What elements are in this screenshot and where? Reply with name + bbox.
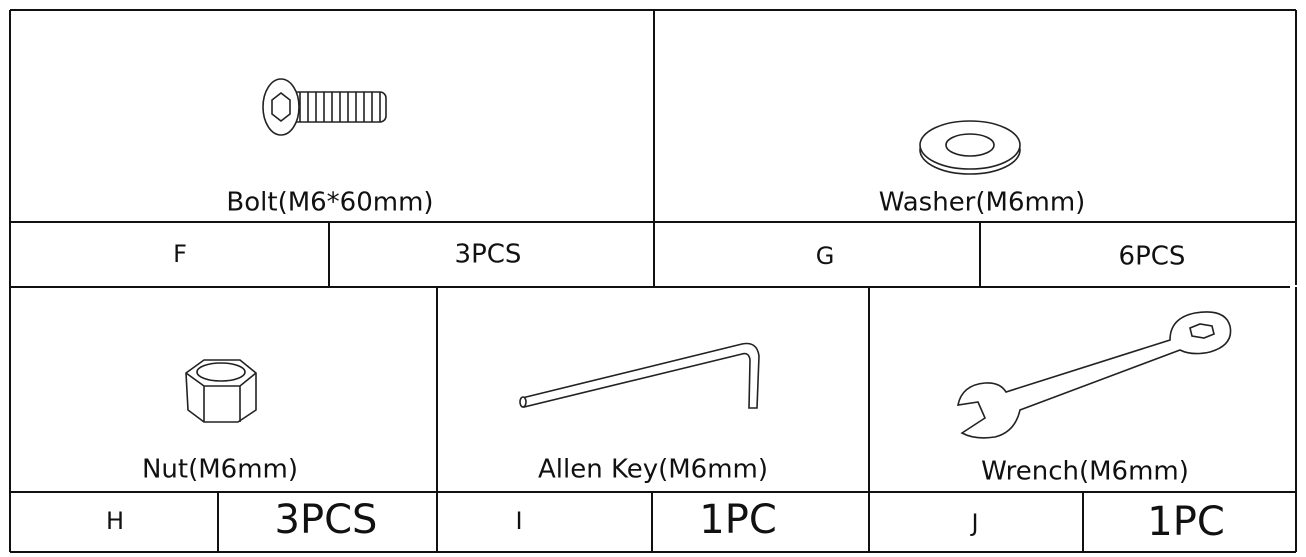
wrench-icon [956,311,1232,439]
part-code: H [106,507,124,535]
part-name: Bolt(M6*60mm) [226,188,433,218]
part-code: G [816,242,835,270]
washer-icon [919,120,1021,175]
part-quantity: 1PC [699,497,777,543]
part-name: Nut(M6mm) [142,455,298,485]
bolt-icon [262,78,387,136]
part-name: Washer(M6mm) [879,188,1086,218]
part-code: I [515,507,522,535]
part-name: Allen Key(M6mm) [538,455,768,485]
part-code: F [173,240,187,268]
part-quantity: 3PCS [455,240,522,270]
part-name: Wrench(M6mm) [981,457,1189,487]
part-quantity: 3PCS [275,497,378,543]
part-quantity: 6PCS [1119,242,1186,272]
part-code: J [969,509,978,537]
part-quantity: 1PC [1147,499,1225,545]
table-lines [9,9,1297,553]
nut-icon [185,359,257,423]
allen-key-icon [519,342,760,409]
